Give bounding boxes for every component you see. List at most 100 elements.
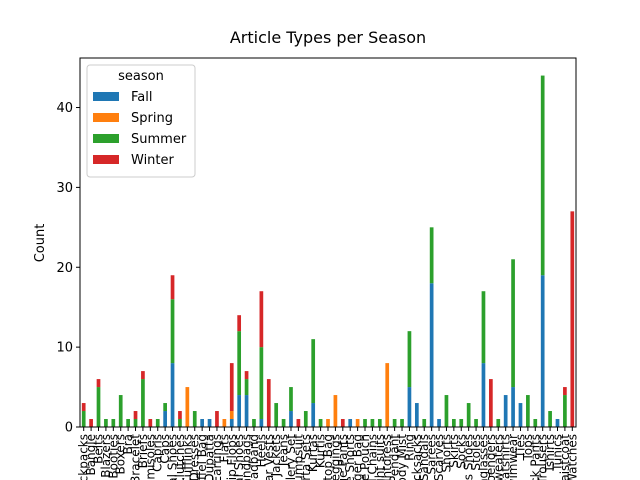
y-tick-label: 30	[56, 181, 73, 196]
bar-segment	[429, 283, 434, 427]
x-tick-label: Capris	[151, 434, 165, 472]
bar-segment	[422, 419, 427, 427]
x-tick-label: Flip Flops	[225, 434, 239, 480]
bar-segment	[229, 363, 234, 412]
bar-segment	[385, 363, 390, 427]
x-tick-label: Headband	[247, 434, 261, 480]
chart-title: Article Types per Season	[230, 28, 426, 47]
x-tick-label: Skirts	[447, 434, 461, 468]
x-tick-label: Kurtis	[314, 434, 328, 468]
x-tick-label: Kurta Sets	[299, 434, 313, 480]
x-tick-label: Duffel Bag	[195, 434, 209, 480]
bar-segment	[89, 419, 93, 427]
bar-segment	[407, 331, 412, 388]
x-tick-label: Tunics	[550, 434, 564, 472]
x-tick-label: Sports Shoes	[462, 434, 476, 480]
x-tick-label: Stoles	[469, 434, 483, 471]
bar-segment	[548, 411, 552, 427]
bar-segment	[303, 411, 308, 427]
bar-segment	[126, 419, 130, 427]
bar-segment	[289, 387, 293, 412]
bar-segment	[414, 403, 419, 427]
bar-segment	[363, 419, 367, 427]
bar-segment	[259, 419, 264, 427]
bar-segment	[111, 419, 116, 427]
x-tick-label: Dupatta	[203, 434, 217, 480]
x-tick-label: Messenger Bag	[351, 434, 365, 480]
x-tick-label: Perfume and Body Mist	[395, 434, 409, 480]
bar-segment	[511, 259, 515, 388]
bar-segment	[133, 411, 138, 420]
bar-segment	[170, 363, 175, 427]
bar-segment	[207, 419, 212, 427]
bar-segment	[133, 419, 138, 427]
bar-segment	[170, 299, 175, 364]
bar-segment	[96, 379, 101, 388]
bar-segment	[163, 411, 167, 427]
x-tick-label: Mobile Pouch	[358, 434, 372, 480]
bar-segment	[289, 411, 293, 427]
x-tick-label: Camisoles	[143, 434, 157, 480]
x-tick-label: Swimwear	[506, 434, 520, 480]
bar-segment	[155, 419, 160, 427]
bar-segment	[163, 403, 167, 412]
bar-segment	[326, 419, 330, 427]
x-tick-label: Backpacks	[77, 434, 91, 480]
bar-segment	[170, 275, 175, 300]
x-tick-label: Shorts	[439, 434, 453, 472]
x-tick-label: Watches	[565, 434, 579, 480]
bar-segment	[407, 387, 412, 427]
bar-segment	[237, 331, 242, 396]
y-tick-label: 20	[56, 261, 73, 276]
legend-swatch	[93, 113, 119, 122]
x-tick-label: Night suits	[373, 434, 387, 480]
x-tick-label: Pendant	[388, 434, 402, 480]
bar-segment	[452, 419, 456, 427]
bar-segment	[466, 403, 471, 427]
x-tick-label: Jackets	[269, 434, 283, 477]
x-tick-label: Dresses	[188, 434, 202, 480]
bar-segment	[244, 371, 249, 380]
x-tick-label: Rucksacks	[410, 434, 424, 480]
x-tick-label: Innerwear Vests	[262, 434, 276, 480]
x-tick-label: Boxers	[114, 434, 128, 475]
bar-segment	[400, 419, 404, 427]
bar-segment	[555, 419, 560, 427]
bar-segment	[570, 211, 575, 427]
x-tick-label: Booties	[106, 434, 120, 479]
bar-segment	[533, 419, 538, 427]
x-tick-label: Lounge Pants	[336, 434, 350, 480]
bar-segment	[563, 387, 567, 396]
x-tick-label: Kurtas	[306, 434, 320, 472]
bar-segment	[459, 419, 464, 427]
legend-label: Winter	[131, 153, 175, 168]
x-tick-label: Casual Shoes	[166, 434, 180, 480]
bar-segment	[178, 411, 182, 420]
x-tick-label: Caps	[158, 434, 172, 464]
x-tick-label: Waistcoat	[558, 434, 572, 480]
bar-segment	[244, 395, 249, 427]
bar-segment	[81, 411, 86, 427]
legend-label: Fall	[131, 90, 152, 105]
bar-segment	[311, 339, 316, 404]
bar-segment	[259, 291, 264, 348]
bar-segment	[355, 419, 360, 427]
x-tick-label: Flats	[217, 434, 231, 463]
bar-segment	[518, 403, 523, 427]
bar-segment	[252, 419, 256, 427]
bar-segment	[237, 395, 242, 427]
bar-segment	[311, 403, 316, 427]
bar-segment	[340, 419, 345, 427]
bar-segment	[259, 347, 264, 420]
bar-segment	[222, 419, 227, 427]
x-tick-label: Bracelet	[129, 434, 143, 480]
bar-segment	[318, 419, 323, 427]
bar-segment	[296, 419, 301, 427]
bar-segment	[348, 419, 353, 427]
bar-segment	[481, 363, 486, 427]
x-tick-label: Necklace and Chains	[365, 434, 379, 480]
legend-swatch	[93, 155, 119, 164]
bar-segment	[437, 419, 441, 427]
bar-segment	[104, 419, 108, 427]
x-tick-label: Jumpsuit	[291, 434, 305, 480]
